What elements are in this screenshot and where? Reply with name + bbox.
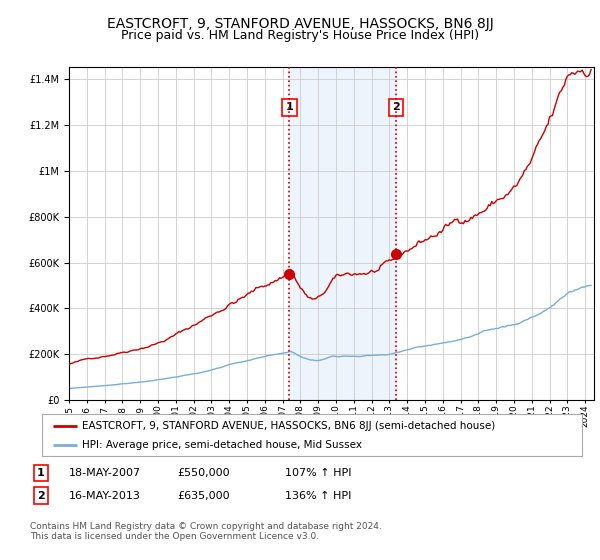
Text: 107% ↑ HPI: 107% ↑ HPI xyxy=(285,468,352,478)
Text: £635,000: £635,000 xyxy=(177,491,230,501)
Text: 2: 2 xyxy=(392,102,400,112)
Text: 2: 2 xyxy=(37,491,44,501)
Text: Price paid vs. HM Land Registry's House Price Index (HPI): Price paid vs. HM Land Registry's House … xyxy=(121,29,479,42)
Text: 1: 1 xyxy=(37,468,44,478)
Text: EASTCROFT, 9, STANFORD AVENUE, HASSOCKS, BN6 8JJ: EASTCROFT, 9, STANFORD AVENUE, HASSOCKS,… xyxy=(107,17,493,31)
Text: 1: 1 xyxy=(286,102,293,112)
Bar xyxy=(289,67,396,400)
Text: EASTCROFT, 9, STANFORD AVENUE, HASSOCKS, BN6 8JJ (semi-detached house): EASTCROFT, 9, STANFORD AVENUE, HASSOCKS,… xyxy=(83,421,496,431)
Text: Contains HM Land Registry data © Crown copyright and database right 2024.
This d: Contains HM Land Registry data © Crown c… xyxy=(30,522,382,542)
Text: 136% ↑ HPI: 136% ↑ HPI xyxy=(285,491,352,501)
Text: HPI: Average price, semi-detached house, Mid Sussex: HPI: Average price, semi-detached house,… xyxy=(83,441,362,450)
Text: £550,000: £550,000 xyxy=(177,468,230,478)
Text: 18-MAY-2007: 18-MAY-2007 xyxy=(69,468,141,478)
Text: 16-MAY-2013: 16-MAY-2013 xyxy=(69,491,141,501)
